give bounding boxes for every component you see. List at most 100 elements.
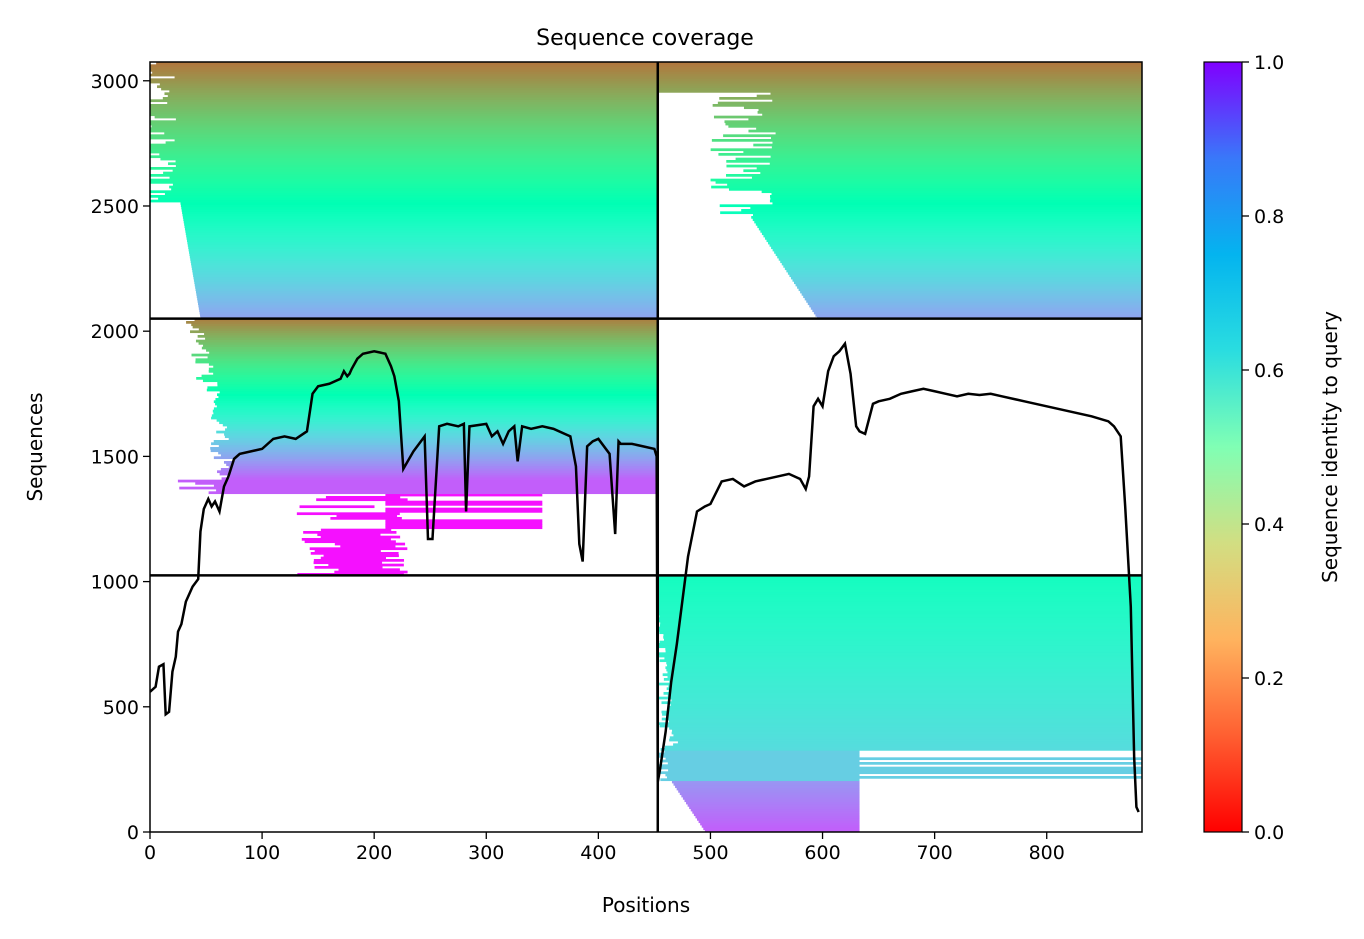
heatmap-row bbox=[778, 258, 1142, 261]
heatmap-row bbox=[220, 468, 658, 471]
heatmap-row bbox=[668, 769, 1142, 772]
heatmap-row bbox=[657, 76, 1142, 79]
heatmap-row bbox=[789, 274, 1142, 278]
heatmap-row bbox=[224, 433, 658, 436]
heatmap-row bbox=[180, 204, 658, 208]
heatmap-row bbox=[682, 797, 860, 800]
heatmap-row bbox=[216, 430, 658, 434]
heatmap-row bbox=[666, 687, 1142, 691]
heatmap-row bbox=[689, 806, 860, 810]
heatmap-row bbox=[657, 62, 1142, 65]
heatmap-row bbox=[204, 332, 658, 336]
heatmap-row bbox=[150, 99, 658, 103]
heatmap-row bbox=[194, 283, 658, 287]
x-axis-ticks: 0 100 200 300 400 500 600 700 800 bbox=[144, 832, 1065, 864]
heatmap-row bbox=[666, 776, 1142, 779]
heatmap-row bbox=[659, 766, 1142, 770]
heatmap-row bbox=[323, 554, 399, 558]
heatmap-block-bottom-right bbox=[657, 575, 1142, 832]
heatmap-row bbox=[197, 300, 658, 303]
heatmap-row bbox=[659, 615, 1142, 618]
heatmap-row bbox=[168, 162, 658, 166]
heatmap-row bbox=[667, 694, 1142, 698]
heatmap-row bbox=[663, 692, 1142, 695]
heatmap-row bbox=[679, 792, 860, 796]
heatmap-row bbox=[154, 115, 658, 119]
heatmap-row bbox=[385, 526, 543, 530]
heatmap-row bbox=[184, 223, 658, 226]
heatmap-row bbox=[695, 815, 860, 819]
heatmap-row bbox=[661, 717, 1142, 721]
heatmap-row bbox=[183, 220, 658, 224]
heatmap-row bbox=[671, 731, 1142, 735]
heatmap-row bbox=[806, 300, 1142, 303]
heatmap-row bbox=[671, 780, 860, 784]
heatmap-row bbox=[657, 85, 1142, 89]
heatmap-row bbox=[657, 582, 1142, 586]
heatmap-row bbox=[334, 542, 406, 546]
heatmap-row bbox=[208, 367, 658, 371]
colorbar-tick-label: 0.2 bbox=[1254, 668, 1284, 690]
heatmap-row bbox=[667, 715, 1142, 719]
heatmap-row bbox=[657, 587, 1142, 590]
heatmap-row bbox=[777, 255, 1142, 259]
heatmap-row bbox=[150, 104, 658, 107]
heatmap-row bbox=[667, 675, 1142, 679]
heatmap-row bbox=[219, 472, 658, 476]
heatmap-row bbox=[663, 678, 1142, 681]
heatmap-row bbox=[751, 216, 1142, 219]
x-tick-label: 200 bbox=[356, 842, 392, 864]
heatmap-row bbox=[213, 400, 658, 404]
heatmap-row bbox=[150, 127, 658, 131]
heatmap-row bbox=[728, 188, 1142, 191]
heatmap-row bbox=[150, 78, 658, 82]
heatmap-row bbox=[228, 437, 658, 441]
heatmap-row bbox=[195, 339, 658, 343]
heatmap-row bbox=[192, 269, 658, 273]
heatmap-row bbox=[150, 122, 658, 126]
heatmap-row bbox=[150, 108, 658, 112]
heatmap-row bbox=[771, 192, 1142, 196]
heatmap-row bbox=[220, 454, 658, 457]
heatmap-row bbox=[761, 232, 1142, 236]
heatmap-row bbox=[183, 218, 658, 222]
heatmap-row bbox=[794, 281, 1142, 285]
heatmap-row bbox=[795, 283, 1142, 287]
heatmap-row bbox=[216, 405, 658, 408]
heatmap-row bbox=[657, 80, 1142, 84]
heatmap-row bbox=[181, 209, 658, 212]
heatmap-row bbox=[667, 671, 1142, 674]
heatmap-row bbox=[150, 167, 658, 170]
x-tick-label: 800 bbox=[1029, 842, 1065, 864]
heatmap-row bbox=[669, 727, 1142, 730]
heatmap-row bbox=[660, 748, 1142, 751]
heatmap-row bbox=[193, 279, 658, 282]
heatmap-row bbox=[657, 64, 1142, 68]
heatmap-row bbox=[187, 241, 658, 245]
heatmap-row bbox=[195, 286, 658, 289]
heatmap-row bbox=[660, 778, 860, 782]
heatmap-row bbox=[710, 178, 1142, 182]
heatmap-row bbox=[658, 601, 1142, 604]
heatmap-row bbox=[169, 176, 658, 180]
y-axis-ticks: 0 500 1000 1500 2000 2500 3000 bbox=[91, 71, 150, 844]
heatmap-row bbox=[196, 293, 658, 296]
heatmap-row bbox=[659, 654, 1142, 658]
heatmap-row bbox=[758, 227, 1142, 231]
heatmap-row bbox=[197, 297, 658, 301]
heatmap-row bbox=[784, 267, 1142, 271]
heatmap-row bbox=[756, 167, 1142, 170]
heatmap-row bbox=[660, 759, 860, 763]
x-tick-label: 300 bbox=[468, 842, 504, 864]
heatmap-row bbox=[197, 335, 658, 338]
heatmap-row bbox=[192, 272, 658, 275]
heatmap-row bbox=[760, 230, 1142, 233]
heatmap-row bbox=[770, 92, 1142, 96]
heatmap-row bbox=[186, 237, 658, 240]
heatmap-row bbox=[165, 141, 658, 145]
heatmap-row bbox=[196, 295, 658, 299]
heatmap-row bbox=[198, 328, 658, 331]
heatmap-row bbox=[715, 181, 1142, 184]
heatmap-row bbox=[188, 246, 658, 250]
heatmap-row bbox=[768, 241, 1142, 245]
